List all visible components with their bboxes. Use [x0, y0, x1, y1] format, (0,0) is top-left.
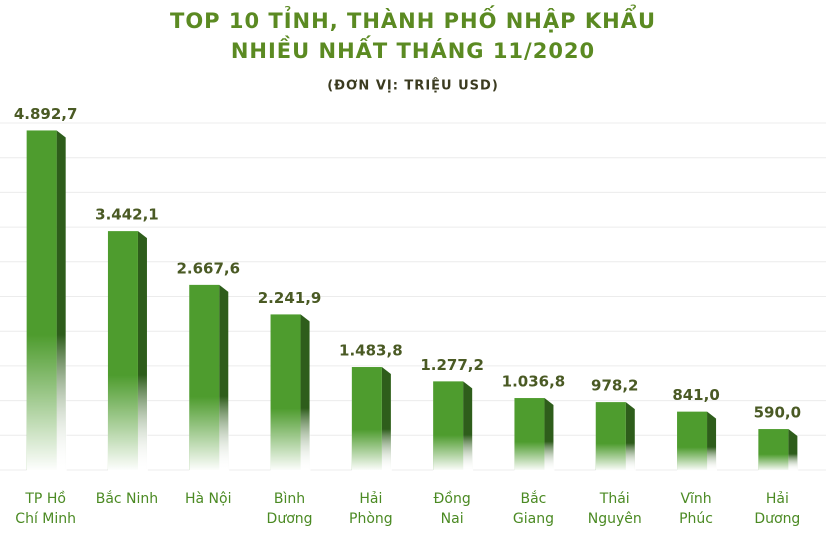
- bar-fade: [107, 231, 148, 471]
- chart-subtitle: (ĐƠN VỊ: TRIỆU USD): [327, 78, 499, 94]
- value-label: 4.892,7: [14, 105, 78, 123]
- x-tick-label: Thái Nguyên: [588, 491, 642, 527]
- bar-fade: [26, 130, 67, 471]
- x-tick-label: TP Hồ Chí Minh: [15, 490, 76, 527]
- x-tick-label: Vĩnh Phúc: [679, 491, 713, 527]
- bar-fade: [758, 429, 799, 471]
- bar-fade: [270, 314, 311, 471]
- value-label: 3.442,1: [95, 206, 159, 224]
- bar-fade: [677, 411, 718, 471]
- x-tick-label: Bình Dương: [267, 491, 313, 527]
- bar-fade: [514, 398, 555, 471]
- value-label: 978,2: [591, 377, 638, 395]
- x-tick-label: Bắc Ninh: [96, 490, 158, 507]
- bar-fade: [351, 367, 392, 471]
- bar-fade: [189, 284, 230, 471]
- value-label: 590,0: [754, 404, 801, 422]
- bar-fade: [433, 381, 474, 471]
- x-tick-label: Hải Phòng: [349, 491, 393, 527]
- value-label: 1.036,8: [502, 373, 566, 391]
- value-label: 1.483,8: [339, 342, 403, 360]
- x-tick-label: Bắc Giang: [513, 490, 554, 527]
- bar-fade: [595, 402, 636, 471]
- chart-title: TOP 10 TỈNH, THÀNH PHỐ NHẬP KHẨU NHIỀU NH…: [170, 5, 656, 63]
- x-tick-label: Hà Nội: [185, 491, 231, 507]
- x-tick-label: Đồng Nai: [434, 490, 471, 527]
- x-tick-label: Hải Dương: [754, 491, 800, 527]
- value-label: 2.241,9: [258, 289, 322, 307]
- value-label: 841,0: [672, 386, 719, 404]
- value-label: 1.277,2: [420, 356, 484, 374]
- value-label: 2.667,6: [176, 259, 240, 277]
